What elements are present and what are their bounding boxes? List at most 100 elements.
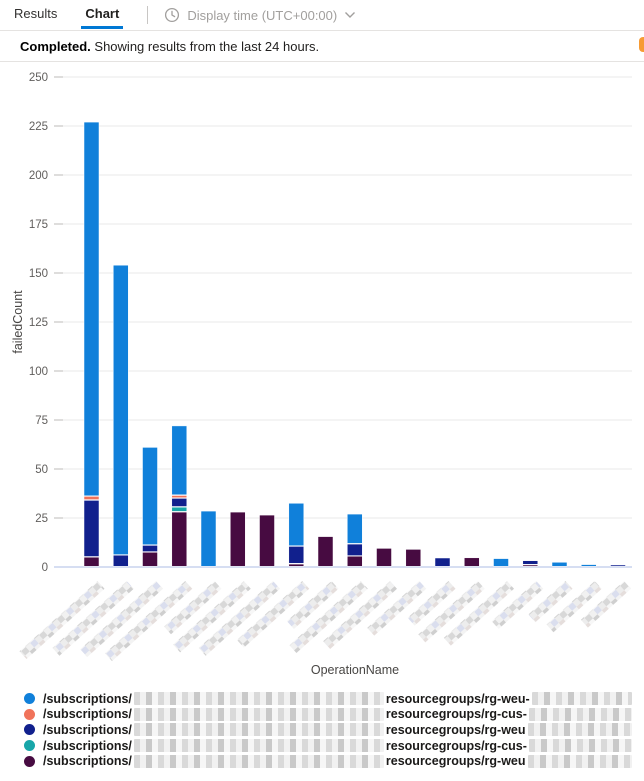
- tab-results[interactable]: Results: [14, 6, 58, 21]
- bar-segment[interactable]: [113, 264, 129, 555]
- bar-segment[interactable]: [83, 121, 100, 497]
- legend-middle: resourcegroups/rg-weu: [385, 754, 526, 769]
- bar-segment[interactable]: [347, 555, 363, 567]
- bar-segment[interactable]: [171, 511, 188, 567]
- x-axis-title: OperationName: [311, 663, 399, 677]
- bar-segment[interactable]: [142, 552, 158, 567]
- legend-item[interactable]: /subscriptions/ resourcegroups/rg-weu-: [24, 691, 632, 707]
- series-color-dot: [24, 708, 35, 720]
- bar-segment[interactable]: [347, 513, 363, 544]
- redacted-resource-name: [528, 707, 632, 721]
- x-tick-label-redacted: [323, 581, 398, 650]
- x-tick-label-redacted: [163, 581, 222, 635]
- bar-segment[interactable]: [317, 536, 334, 567]
- legend-middle: resourcegroups/rg-weu-: [385, 691, 530, 706]
- redacted-resource-name: [527, 754, 632, 768]
- legend-middle: resourcegroups/rg-cus-: [385, 738, 527, 753]
- failed-count-stacked-bar-chart: 0 25 50 75 100 125 150 175 200 225 250 failedCount…: [11, 72, 632, 677]
- legend-item[interactable]: /subscriptions/ resourcegroups/rg-cus-: [24, 738, 632, 754]
- bar-segment[interactable]: [610, 564, 626, 567]
- legend-prefix: /subscriptions/: [43, 707, 132, 722]
- toolbar-separator: [147, 6, 149, 24]
- bar-segment[interactable]: [230, 511, 246, 567]
- bar-segment[interactable]: [171, 498, 188, 507]
- y-tick-label: 175: [29, 219, 48, 231]
- y-tick-label: 100: [29, 366, 48, 378]
- bar-segment[interactable]: [405, 549, 422, 567]
- legend-item[interactable]: /subscriptions/ resourcegroups/rg-weu: [24, 722, 632, 738]
- redacted-subscription-id: [133, 754, 384, 768]
- x-tick-label-redacted: [367, 581, 427, 636]
- bar-segment[interactable]: [171, 506, 188, 512]
- y-axis-title: failedCount: [11, 290, 25, 354]
- bar-segment[interactable]: [171, 425, 188, 496]
- bar-segment[interactable]: [171, 495, 188, 498]
- bar-segment[interactable]: [376, 548, 392, 567]
- bar-segment[interactable]: [200, 510, 217, 567]
- legend-item[interactable]: /subscriptions/ resourcegroups/rg-cus-: [24, 707, 632, 723]
- series-color-dot: [24, 740, 35, 752]
- y-tick-label: 250: [29, 72, 48, 84]
- y-tick-label: 200: [29, 170, 48, 182]
- chart-legend: /subscriptions/ resourcegroups/rg-weu- /…: [24, 691, 632, 769]
- bar-segment[interactable]: [142, 447, 158, 545]
- bar-segment[interactable]: [464, 557, 480, 567]
- redacted-subscription-id: [133, 739, 384, 753]
- display-time-dropdown[interactable]: Display time (UTC+00:00): [158, 7, 362, 23]
- bar-segment[interactable]: [288, 546, 305, 564]
- legend-item[interactable]: /subscriptions/ resourcegroups/rg-weu: [24, 753, 632, 769]
- x-tick-label-redacted: [289, 581, 368, 654]
- x-tick-label-redacted: [546, 581, 602, 633]
- x-tick-label-redacted: [80, 581, 164, 658]
- bar-segment[interactable]: [142, 545, 158, 552]
- status-completed: Completed.: [20, 38, 91, 54]
- bar-segment[interactable]: [113, 554, 129, 567]
- bar-segment[interactable]: [493, 558, 509, 567]
- redacted-resource-name: [527, 723, 632, 737]
- series-color-dot: [24, 693, 35, 705]
- y-tick-label: 25: [35, 513, 48, 525]
- bar-segment[interactable]: [581, 564, 597, 567]
- x-tick-label-redacted: [286, 581, 339, 629]
- bar-segment[interactable]: [551, 562, 568, 567]
- y-tick-label: 150: [29, 268, 48, 280]
- x-tick-label-redacted: [198, 581, 281, 656]
- bar-segment[interactable]: [522, 564, 539, 567]
- x-tick-label-redacted: [528, 581, 573, 623]
- x-tick-label-redacted: [443, 581, 515, 646]
- bar-segment[interactable]: [83, 496, 100, 500]
- bar-segment[interactable]: [522, 560, 539, 565]
- bar-segment[interactable]: [347, 543, 363, 556]
- y-tick-label: 125: [29, 317, 48, 329]
- legend-prefix: /subscriptions/: [43, 722, 132, 737]
- bar-segment[interactable]: [434, 557, 451, 567]
- bar-segment[interactable]: [288, 503, 305, 546]
- clock-icon: [164, 7, 180, 23]
- bar-segment[interactable]: [83, 500, 100, 557]
- x-tick-label-redacted: [19, 581, 105, 660]
- y-tick-label: 75: [35, 415, 48, 427]
- chevron-down-icon: [344, 11, 356, 19]
- series-color-dot: [24, 755, 35, 767]
- redacted-resource-name: [531, 692, 632, 706]
- results-chart-tabbar: Results Chart Display time (UTC+00:00): [0, 0, 644, 31]
- x-tick-label-redacted: [491, 581, 544, 629]
- x-tick-label-redacted: [104, 581, 193, 662]
- x-tick-label-redacted: [173, 581, 251, 653]
- x-tick-label-redacted: [407, 581, 456, 626]
- y-tick-label: 50: [35, 464, 48, 476]
- y-tick-label: 0: [42, 562, 48, 574]
- legend-prefix: /subscriptions/: [43, 754, 132, 769]
- legend-prefix: /subscriptions/: [43, 738, 132, 753]
- chart-gridlines: 0 25 50 75 100 125 150 175 200 225 250: [29, 72, 632, 574]
- display-time-label: Display time (UTC+00:00): [187, 7, 338, 23]
- series-color-dot: [24, 724, 35, 736]
- feedback-smiley-button[interactable]: [639, 37, 644, 52]
- tab-chart[interactable]: Chart: [71, 0, 133, 30]
- bar-segment[interactable]: [83, 556, 100, 567]
- bar-segment[interactable]: [288, 563, 305, 567]
- bar-segment[interactable]: [259, 514, 275, 567]
- chart-x-tick-labels-redacted: [19, 580, 632, 662]
- legend-middle: resourcegroups/rg-weu: [385, 722, 526, 737]
- redacted-subscription-id: [133, 692, 384, 706]
